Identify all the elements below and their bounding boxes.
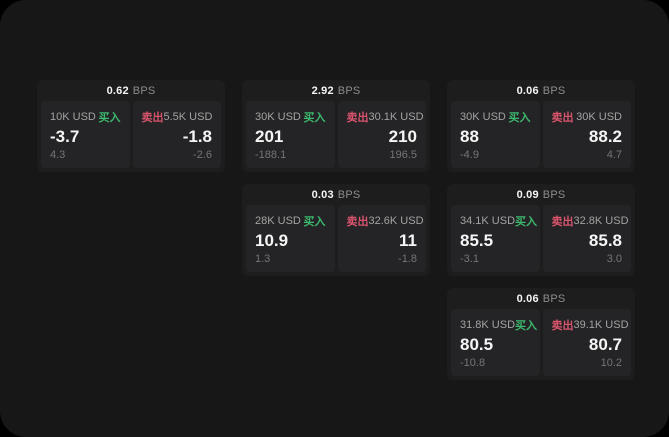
sell-size: 39.1K USD	[573, 319, 629, 331]
quote-panels: 10K USD 买入 -3.7 4.3 卖出 5.5K USD -1.8 -2.…	[37, 101, 225, 172]
bps-value: 0.62	[106, 84, 129, 97]
sell-delta: 3.0	[606, 253, 622, 265]
buy-quote-panel[interactable]: 10K USD 买入 -3.7 4.3	[41, 101, 130, 168]
buy-size: 30K USD	[460, 111, 506, 123]
sell-quote-panel[interactable]: 卖出 30.1K USD 210 196.5	[337, 101, 426, 168]
buy-delta: 1.3	[255, 253, 271, 265]
sell-quote-panel[interactable]: 卖出 5.5K USD -1.8 -2.6	[132, 101, 221, 168]
quote-card: 0.06 BPS 30K USD 买入 88 -4.9 卖出 30K USD	[447, 80, 635, 172]
bps-value: 0.06	[516, 292, 539, 305]
buy-size: 30K USD	[255, 111, 301, 123]
quote-card-grid: 0.62 BPS 10K USD 买入 -3.7 4.3 卖出 5.5K USD	[37, 80, 635, 380]
quote-panels: 30K USD 买入 88 -4.9 卖出 30K USD 88.2 4.7	[447, 101, 635, 172]
sell-size: 32.6K USD	[368, 215, 424, 227]
sell-price: 88.2	[588, 127, 622, 146]
quote-panels: 28K USD 买入 10.9 1.3 卖出 32.6K USD 11 -1.8	[242, 205, 430, 276]
bps-spread-header: 0.09 BPS	[447, 184, 635, 205]
buy-delta: -188.1	[255, 149, 287, 161]
sell-size: 30.1K USD	[368, 111, 424, 123]
bps-spread-header: 2.92 BPS	[242, 80, 430, 101]
sell-label: 卖出	[551, 112, 574, 124]
sell-price: 210	[388, 127, 417, 146]
buy-delta: -4.9	[460, 149, 479, 161]
buy-label: 买入	[515, 216, 538, 228]
quote-card: 0.03 BPS 28K USD 买入 10.9 1.3 卖出 32.6K US…	[242, 184, 430, 276]
quote-panels: 31.8K USD 买入 80.5 -10.8 卖出 39.1K USD 80.…	[447, 309, 635, 380]
sell-size: 5.5K USD	[163, 111, 213, 123]
buy-size: 34.1K USD	[460, 215, 516, 227]
sell-label: 卖出	[346, 112, 369, 124]
sell-price: -1.8	[182, 127, 212, 146]
bps-value: 0.06	[516, 84, 539, 97]
sell-delta: 196.5	[389, 149, 417, 161]
bps-spread-header: 0.06 BPS	[447, 80, 635, 101]
bps-value: 0.03	[311, 188, 334, 201]
bps-value: 2.92	[311, 84, 334, 97]
buy-price: 80.5	[460, 335, 494, 354]
sell-size: 32.8K USD	[573, 215, 629, 227]
sell-delta: 10.2	[600, 357, 622, 369]
buy-quote-panel[interactable]: 30K USD 买入 88 -4.9	[451, 101, 540, 168]
buy-label: 买入	[515, 320, 538, 332]
sell-price: 80.7	[588, 335, 622, 354]
buy-price: 201	[255, 127, 284, 146]
quote-card: 0.62 BPS 10K USD 买入 -3.7 4.3 卖出 5.5K USD	[37, 80, 225, 172]
buy-label: 买入	[303, 216, 326, 228]
buy-delta: 4.3	[50, 149, 66, 161]
bps-spread-header: 0.62 BPS	[37, 80, 225, 101]
sell-label: 卖出	[551, 320, 574, 332]
sell-delta: 4.7	[606, 149, 622, 161]
quote-panels: 30K USD 买入 201 -188.1 卖出 30.1K USD 210 1…	[242, 101, 430, 172]
buy-quote-panel[interactable]: 31.8K USD 买入 80.5 -10.8	[451, 309, 540, 376]
bps-unit-label: BPS	[337, 84, 361, 97]
buy-price: 85.5	[460, 231, 494, 250]
bps-unit-label: BPS	[542, 292, 566, 305]
buy-size: 28K USD	[255, 215, 301, 227]
sell-quote-panel[interactable]: 卖出 32.6K USD 11 -1.8	[337, 205, 426, 272]
buy-size: 10K USD	[50, 111, 96, 123]
sell-quote-panel[interactable]: 卖出 32.8K USD 85.8 3.0	[542, 205, 631, 272]
bps-spread-header: 0.03 BPS	[242, 184, 430, 205]
quote-card: 0.06 BPS 31.8K USD 买入 80.5 -10.8 卖出 39.1…	[447, 288, 635, 380]
bps-unit-label: BPS	[542, 188, 566, 201]
sell-label: 卖出	[141, 112, 164, 124]
buy-quote-panel[interactable]: 30K USD 买入 201 -188.1	[246, 101, 335, 168]
buy-label: 买入	[303, 112, 326, 124]
buy-price: -3.7	[50, 127, 80, 146]
buy-price: 10.9	[255, 231, 289, 250]
sell-price: 85.8	[588, 231, 622, 250]
bps-unit-label: BPS	[337, 188, 361, 201]
sell-size: 30K USD	[576, 111, 622, 123]
buy-size: 31.8K USD	[460, 319, 516, 331]
buy-quote-panel[interactable]: 28K USD 买入 10.9 1.3	[246, 205, 335, 272]
bps-spread-header: 0.06 BPS	[447, 288, 635, 309]
sell-quote-panel[interactable]: 卖出 39.1K USD 80.7 10.2	[542, 309, 631, 376]
buy-price: 88	[460, 127, 479, 146]
sell-price: 11	[399, 231, 417, 250]
sell-label: 卖出	[346, 216, 369, 228]
quote-panels: 34.1K USD 买入 85.5 -3.1 卖出 32.8K USD 85.8…	[447, 205, 635, 276]
bps-value: 0.09	[516, 188, 539, 201]
sell-quote-panel[interactable]: 卖出 30K USD 88.2 4.7	[542, 101, 631, 168]
quote-card: 0.09 BPS 34.1K USD 买入 85.5 -3.1 卖出 32.8K…	[447, 184, 635, 276]
bps-unit-label: BPS	[132, 84, 156, 97]
buy-delta: -10.8	[460, 357, 486, 369]
sell-delta: -1.8	[398, 253, 417, 265]
buy-label: 买入	[98, 112, 121, 124]
quote-card: 2.92 BPS 30K USD 买入 201 -188.1 卖出 30.1K …	[242, 80, 430, 172]
buy-quote-panel[interactable]: 34.1K USD 买入 85.5 -3.1	[451, 205, 540, 272]
bps-unit-label: BPS	[542, 84, 566, 97]
buy-delta: -3.1	[460, 253, 479, 265]
sell-label: 卖出	[551, 216, 574, 228]
buy-label: 买入	[508, 112, 531, 124]
sell-delta: -2.6	[193, 149, 212, 161]
